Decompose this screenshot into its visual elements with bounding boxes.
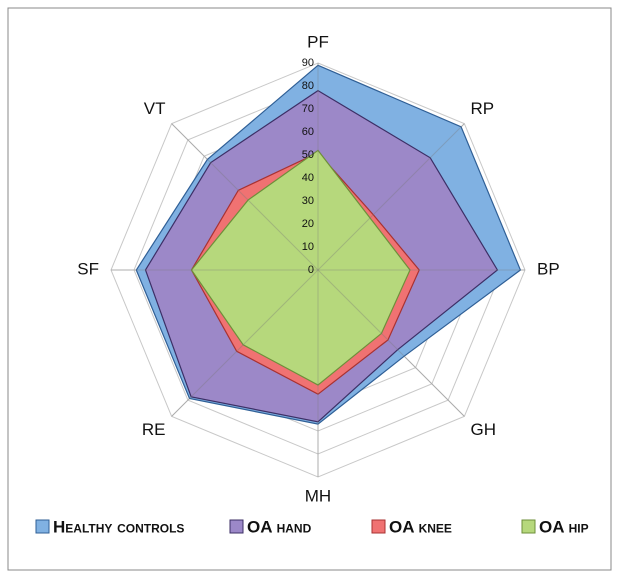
axis-label: BP [537,259,560,278]
series-area [190,149,411,386]
axis-label: VT [144,99,166,118]
spoke-overlay [171,123,319,271]
legend-swatch [229,519,244,534]
tick-label: 70 [302,103,314,115]
tick-label: 50 [302,149,314,161]
legend-label: OA hand [247,517,312,536]
legend-label: Healthy controls [53,517,184,536]
spoke-overlay [317,269,465,417]
spoke-overlay [317,123,465,271]
legend-swatch [521,519,536,534]
tick-label: 20 [302,218,314,230]
axis-label: PF [307,32,329,51]
axis-label: SF [77,259,99,278]
areas [111,63,525,477]
tick-label: 10 [302,241,314,253]
legend: Healthy controls OA hand OA knee OA hip [35,517,589,536]
axis-label: RE [142,420,166,439]
tick-label: 90 [302,57,314,69]
spoke-overlay [171,269,319,417]
axis-label: GH [471,420,497,439]
tick-label: 60 [302,126,314,138]
legend-label: OA hip [539,517,589,536]
legend-swatch [35,519,50,534]
axis-label: RP [471,99,495,118]
legend-swatch [371,519,386,534]
tick-label: 0 [308,264,314,276]
tick-label: 80 [302,80,314,92]
tick-label: 30 [302,195,314,207]
tick-label: 40 [302,172,314,184]
axis-label: MH [305,486,331,505]
legend-label: OA knee [389,517,452,536]
labels: 0 10 20 30 40 50 60 70 80 90 PF RP BP GH MH RE SF VT [77,32,559,505]
